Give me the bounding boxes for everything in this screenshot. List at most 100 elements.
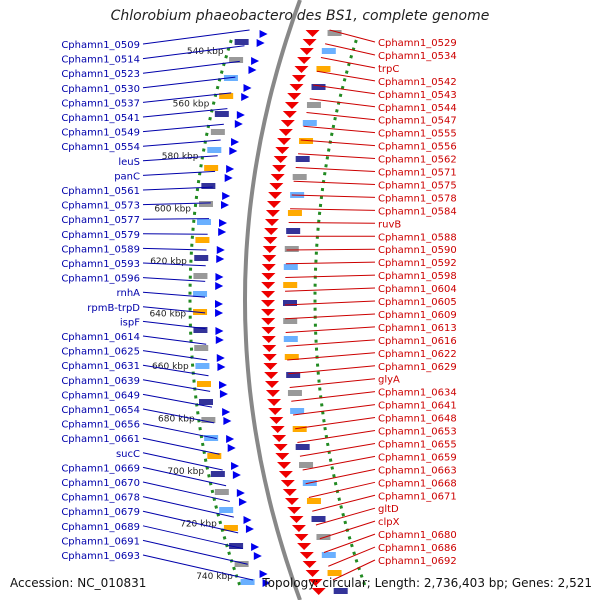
reverse-gene-arrow (265, 210, 280, 217)
cog-color-block (311, 516, 326, 522)
cog-color-block (290, 408, 305, 414)
reverse-gene-arrow (273, 444, 288, 451)
right-gene-label: Cphamn1_0686 (378, 543, 457, 554)
cog-color-block (193, 273, 208, 279)
scale-tick-label: 720 kbp (180, 520, 217, 530)
forward-gene-arrow (251, 543, 260, 551)
reverse-gene-arrow (297, 57, 312, 64)
cog-color-block (286, 372, 301, 378)
label-connector (142, 510, 239, 534)
forward-gene-arrow (215, 282, 224, 290)
reverse-gene-arrow (284, 102, 299, 109)
cog-color-block (283, 336, 298, 342)
right-gene-label: Cphamn1_0629 (378, 362, 457, 373)
right-gene-label: Cphamn1_0547 (378, 116, 457, 127)
accession-text: Accession: NC_010831 (10, 576, 147, 590)
cog-color-block (299, 462, 314, 468)
forward-gene-arrow (217, 363, 226, 371)
left-gene-label: Cphamn1_0554 (61, 142, 140, 153)
forward-gene-arrow (243, 516, 252, 524)
right-gene-label: Cphamn1_0556 (378, 142, 457, 153)
left-gene-label: leuS (118, 157, 140, 168)
left-gene-label: Cphamn1_0649 (61, 390, 140, 401)
cog-color-block (198, 201, 213, 207)
cog-color-block (197, 381, 212, 387)
label-connector (142, 408, 215, 424)
forward-gene-arrow (215, 273, 224, 281)
cog-color-block (283, 282, 298, 288)
cog-color-block (292, 426, 307, 432)
reverse-gene-arrow (264, 372, 279, 379)
label-connector (142, 186, 213, 191)
left-gene-label: Cphamn1_0549 (61, 128, 140, 139)
forward-gene-arrow (231, 138, 240, 146)
reverse-gene-arrow (302, 39, 317, 46)
label-connector (142, 379, 211, 392)
reverse-gene-arrow (262, 345, 277, 352)
right-gene-label: Cphamn1_0542 (378, 77, 457, 88)
label-connector (297, 430, 376, 443)
forward-gene-arrow (215, 309, 224, 317)
left-gene-label: Cphamn1_0589 (61, 244, 140, 255)
label-connector (316, 70, 376, 82)
right-gene-label: Cphamn1_0590 (378, 245, 457, 256)
scale-tick-label: 740 kbp (196, 572, 233, 582)
left-gene-label: Cphamn1_0573 (61, 201, 140, 212)
label-connector (298, 153, 376, 160)
reverse-gene-arrow (261, 273, 276, 280)
forward-gene-arrow (223, 417, 232, 425)
forward-gene-arrow (219, 381, 228, 389)
label-connector (329, 29, 376, 43)
left-gene-label: Cphamn1_0689 (61, 522, 140, 533)
cog-color-block (210, 471, 225, 477)
forward-gene-arrow (219, 390, 228, 398)
left-gene-label: Cphamn1_0669 (61, 463, 140, 474)
label-connector (313, 84, 376, 95)
cog-color-block (214, 111, 229, 117)
left-gene-label: Cphamn1_0693 (61, 551, 140, 562)
forward-gene-arrow (256, 39, 265, 47)
label-connector (287, 352, 376, 361)
forward-gene-arrow (220, 201, 229, 209)
label-connector (295, 417, 376, 430)
label-connector (142, 525, 243, 550)
reverse-gene-arrow (265, 390, 280, 397)
forward-gene-arrow (226, 165, 235, 173)
cog-color-block (197, 219, 212, 225)
genome-summary-text: Topology: circular; Length: 2,736,403 bp… (262, 576, 592, 590)
reverse-gene-arrow (305, 30, 320, 37)
scale-tick-label: 640 kbp (149, 310, 186, 320)
forward-gene-arrow (219, 219, 228, 227)
label-connector (142, 247, 207, 251)
reverse-gene-arrow (261, 309, 276, 316)
label-connector (142, 437, 220, 455)
reverse-gene-arrow (261, 291, 276, 298)
forward-gene-arrow (216, 255, 225, 263)
reverse-gene-arrow (261, 264, 276, 271)
forward-gene-arrow (222, 192, 231, 200)
label-connector (142, 466, 227, 487)
cog-color-block (204, 165, 219, 171)
label-connector (305, 468, 376, 485)
label-connector (320, 57, 376, 69)
left-gene-label: Cphamn1_0670 (61, 478, 140, 489)
label-connector (319, 520, 376, 540)
right-gene-label: Cphamn1_0692 (378, 556, 457, 567)
label-connector (142, 452, 223, 471)
label-connector (323, 533, 376, 553)
reverse-gene-arrow (282, 111, 297, 118)
cog-color-block (283, 300, 297, 306)
right-gene-label: Cphamn1_0634 (378, 388, 457, 399)
reverse-gene-arrow (311, 588, 326, 595)
label-connector (142, 170, 216, 176)
reverse-gene-arrow (291, 75, 306, 82)
cog-color-block (219, 507, 234, 513)
reverse-gene-arrow (272, 435, 287, 442)
cog-color-block (234, 561, 249, 567)
label-connector (142, 335, 207, 345)
scale-tick-label: 620 kbp (150, 257, 187, 267)
cog-color-block (234, 39, 249, 45)
cog-color-block (201, 183, 216, 189)
left-gene-label: Cphamn1_0509 (61, 40, 140, 51)
label-connector (293, 404, 376, 416)
